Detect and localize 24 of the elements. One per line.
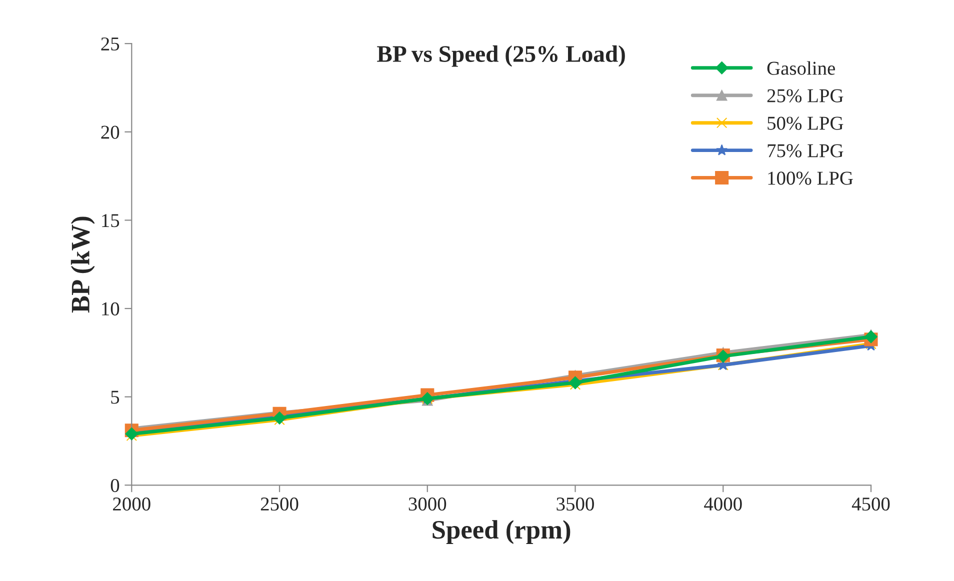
legend-label: 100% LPG: [768, 172, 853, 185]
y-tick-label: 5: [111, 390, 120, 404]
y-tick-label: 0: [110, 478, 120, 492]
point: [125, 428, 138, 440]
x-tick-label: 4000: [704, 498, 742, 511]
x-tick-label: 2000: [113, 498, 150, 511]
point: [273, 412, 286, 424]
y-tick-label: 10: [102, 302, 120, 316]
legend-label: 25% LPG: [767, 89, 844, 102]
point: [864, 330, 878, 344]
chart-title: BP vs Speed (25% Load): [377, 45, 625, 67]
x-tick-label: 4500: [852, 498, 890, 511]
legend-label: 50% LPG: [768, 116, 844, 130]
x-tick-label: 3000: [408, 498, 446, 511]
point: [568, 376, 582, 390]
x-axis-title: Speed (rpm): [432, 520, 570, 544]
y-axis-title: BP (kW): [70, 216, 95, 313]
y-tick-label: 25: [101, 37, 120, 51]
x-tick-label: 2500: [260, 498, 298, 511]
y-tick-label: 15: [102, 214, 120, 228]
legend-label: 75% LPG: [768, 144, 844, 158]
y-tick-label: 20: [101, 126, 120, 139]
x-tick-label: 3500: [556, 498, 594, 511]
legend-label: Gasoline: [767, 61, 835, 75]
